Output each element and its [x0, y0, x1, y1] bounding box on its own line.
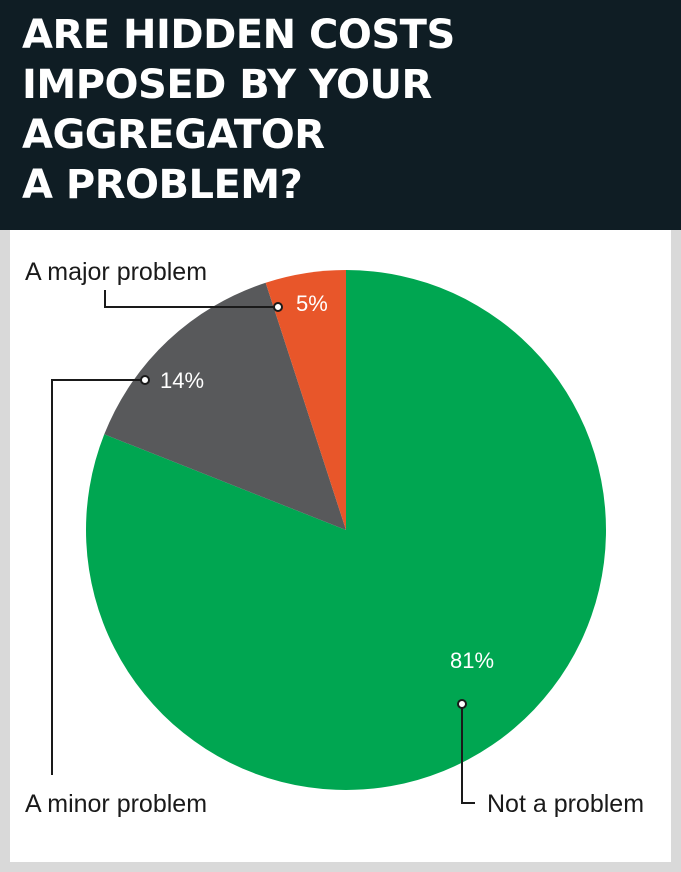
- pie-slice-minor-problem: [104, 282, 346, 530]
- callout-dot-minor: [140, 375, 150, 385]
- value-label-not: 81%: [450, 648, 494, 673]
- title-banner: ARE HIDDEN COSTS IMPOSED BY YOUR AGGREGA…: [0, 0, 681, 230]
- category-label-major: A major problem: [25, 258, 207, 286]
- category-label-not: Not a problem: [487, 790, 644, 818]
- callout-line-minor: [51, 379, 145, 775]
- callout-dot-not: [457, 699, 467, 709]
- value-label-minor: 14%: [160, 368, 204, 393]
- category-label-minor: A minor problem: [25, 790, 207, 818]
- callout-line-major: [104, 290, 278, 308]
- pie-slice-major-problem: [265, 270, 346, 530]
- callout-line-not: [461, 704, 475, 804]
- value-label-major: 5%: [296, 291, 328, 316]
- pie-slices: [86, 270, 607, 791]
- pie-slice-not-a-problem: [86, 270, 607, 791]
- callout-dot-major: [273, 302, 283, 312]
- chart-title: ARE HIDDEN COSTS IMPOSED BY YOUR AGGREGA…: [22, 12, 455, 208]
